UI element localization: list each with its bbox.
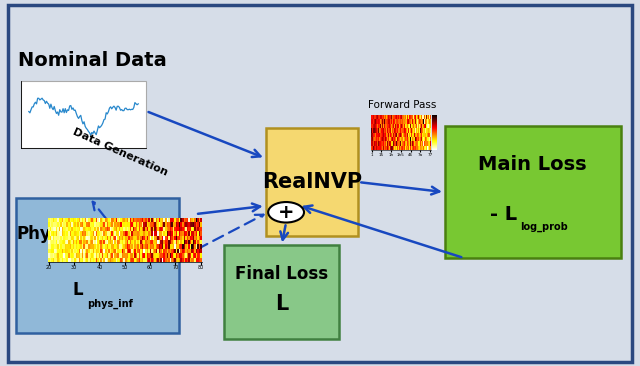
Text: phys_inf: phys_inf	[87, 298, 132, 309]
FancyBboxPatch shape	[16, 198, 179, 333]
Text: Forward Pass: Forward Pass	[368, 100, 436, 110]
Text: - L: - L	[490, 205, 517, 224]
Text: Main Loss: Main Loss	[479, 155, 587, 174]
Text: +: +	[278, 203, 294, 222]
Text: Nominal Data: Nominal Data	[18, 51, 166, 70]
FancyBboxPatch shape	[445, 126, 621, 258]
Text: Final Loss: Final Loss	[235, 265, 328, 283]
FancyBboxPatch shape	[266, 128, 358, 236]
Circle shape	[268, 202, 304, 223]
Text: Physics-Informed: Physics-Informed	[17, 225, 179, 243]
Text: Data Generation: Data Generation	[71, 127, 170, 178]
Text: log_prob: log_prob	[520, 222, 568, 232]
Text: L: L	[275, 294, 288, 314]
FancyBboxPatch shape	[224, 245, 339, 339]
Text: L: L	[73, 281, 84, 299]
Text: Loss: Loss	[77, 247, 118, 265]
FancyBboxPatch shape	[21, 81, 146, 148]
Text: RealNVP: RealNVP	[262, 172, 362, 192]
